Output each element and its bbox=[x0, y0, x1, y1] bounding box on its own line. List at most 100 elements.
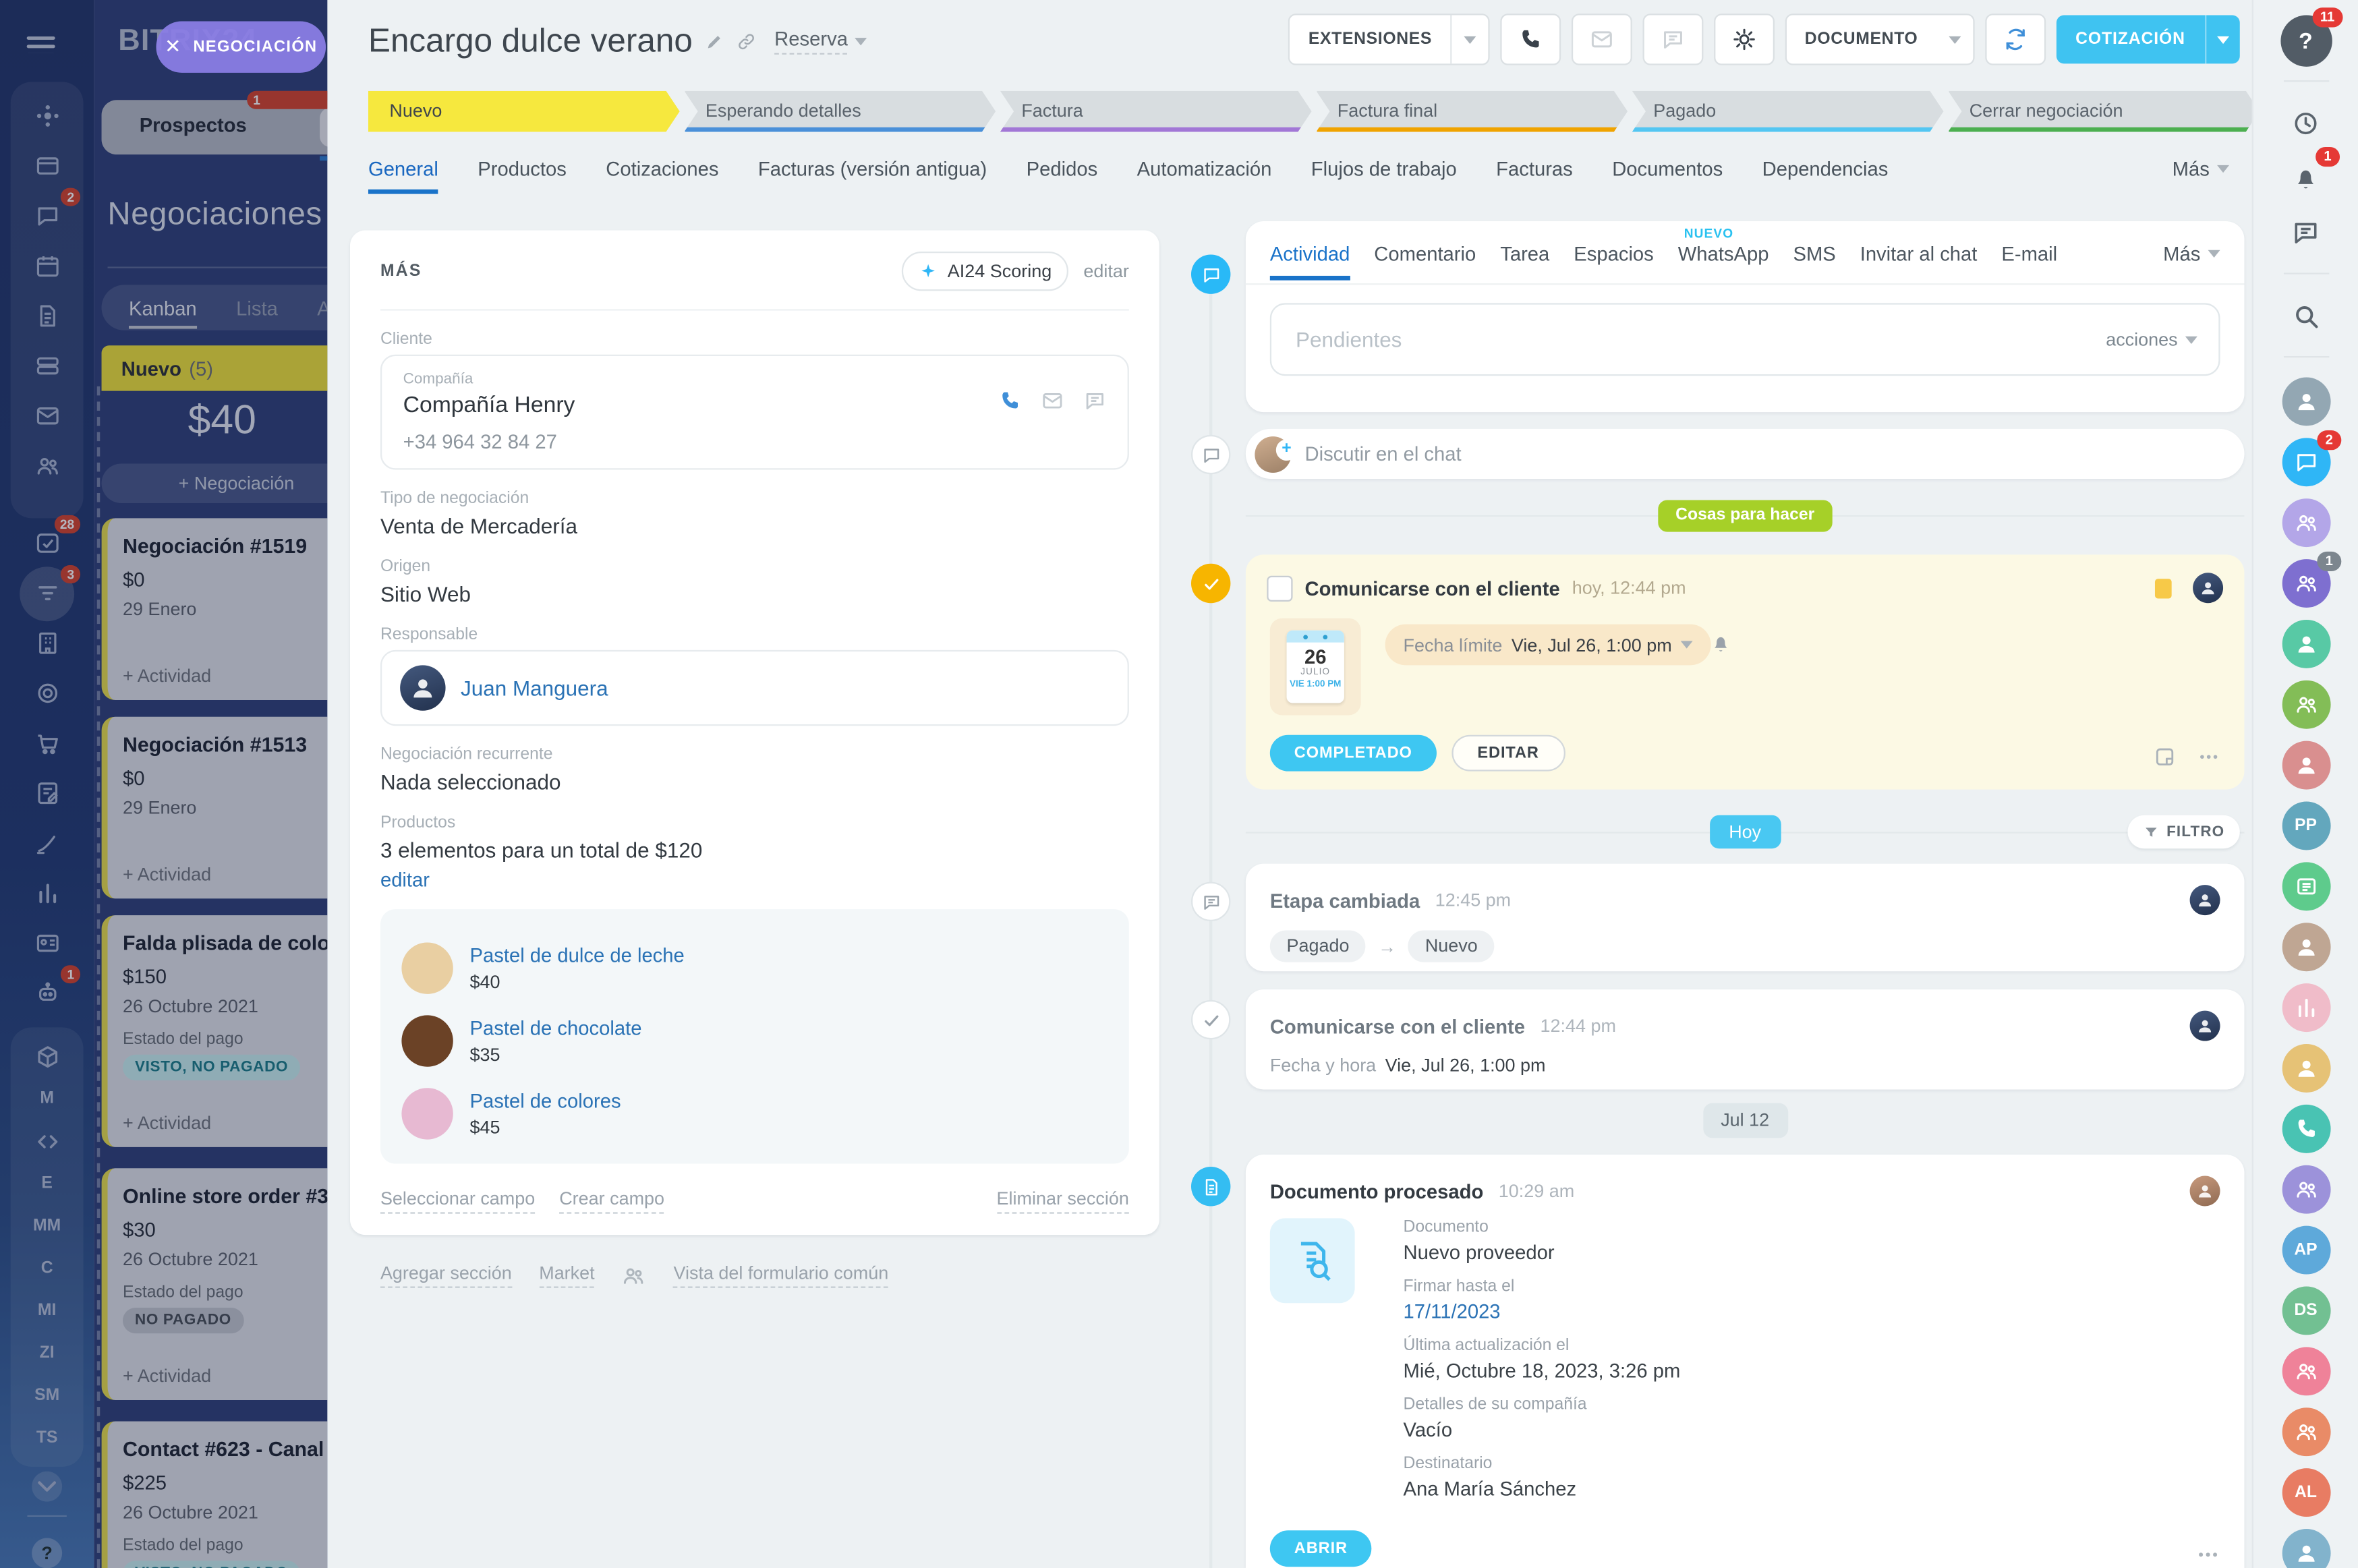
client-mail-icon[interactable] bbox=[1041, 389, 1064, 412]
sidebar-item-copilot[interactable]: 1 bbox=[11, 965, 84, 1018]
responsible-box[interactable]: Juan Manguera bbox=[380, 649, 1129, 726]
sidebar-item-drive[interactable] bbox=[11, 341, 84, 391]
kanban-column-header[interactable]: Nuevo (5) bbox=[101, 345, 328, 391]
common-form-link[interactable]: Vista del formulario común bbox=[673, 1262, 889, 1288]
deal-card[interactable]: Online store order #31 $30 26 Octubre 20… bbox=[101, 1168, 328, 1401]
pending-input[interactable] bbox=[1292, 326, 2106, 353]
more-dots-icon[interactable] bbox=[2197, 745, 2220, 768]
quote-button[interactable]: COTIZACIÓN bbox=[2055, 15, 2240, 64]
group-shortcut[interactable] bbox=[2281, 680, 2330, 729]
history-icon[interactable] bbox=[2283, 100, 2328, 145]
view-tab-kanban[interactable]: Kanban bbox=[128, 296, 197, 328]
sidebar-item-app-sm[interactable]: SM bbox=[34, 1386, 60, 1405]
sidebar-item-devops[interactable] bbox=[11, 1120, 84, 1162]
chat-shortcut[interactable]: 2 bbox=[2281, 430, 2341, 487]
deal-card[interactable]: Contact #623 - Canal Abierto $225 26 Oct… bbox=[101, 1421, 328, 1568]
avatar-initials[interactable]: AL bbox=[2281, 1468, 2330, 1517]
market-link[interactable]: Market bbox=[539, 1262, 595, 1288]
responsible-name[interactable]: Juan Manguera bbox=[461, 676, 608, 701]
add-activity-link[interactable]: + Actividad bbox=[122, 1365, 212, 1387]
sidebar-item-app-mm[interactable]: MM bbox=[33, 1217, 61, 1236]
email-button[interactable] bbox=[1571, 13, 1632, 65]
tab-facturas[interactable]: Facturas bbox=[1496, 157, 1573, 181]
phone-shortcut[interactable] bbox=[2281, 1104, 2330, 1153]
more-dots-icon[interactable] bbox=[2196, 1542, 2220, 1567]
sidebar-item-app-zi[interactable]: ZI bbox=[39, 1343, 55, 1362]
avatar[interactable] bbox=[2281, 1044, 2330, 1093]
tab-facturas-antigua[interactable]: Facturas (versión antigua) bbox=[757, 157, 987, 181]
product-row[interactable]: Pastel de chocolate $35 bbox=[401, 1015, 1108, 1067]
deal-type-value[interactable]: Venta de Mercadería bbox=[380, 513, 577, 538]
actions-dropdown[interactable]: acciones bbox=[2106, 329, 2197, 350]
document-button[interactable]: DOCUMENTO bbox=[1785, 13, 1974, 65]
stage-factura[interactable]: Factura bbox=[1000, 91, 1312, 132]
client-call-icon[interactable] bbox=[999, 389, 1022, 412]
planner-icon[interactable] bbox=[2283, 209, 2328, 254]
tab-mas[interactable]: Más bbox=[2173, 158, 2230, 180]
deal-card[interactable]: Negociación #1513 $0 29 Enero + Activida… bbox=[101, 716, 328, 899]
complete-button[interactable]: COMPLETADO bbox=[1269, 734, 1437, 772]
tab-pedidos[interactable]: Pedidos bbox=[1026, 157, 1098, 181]
company-phone[interactable]: +34 964 32 84 27 bbox=[403, 430, 557, 453]
sidebar-item-mail[interactable] bbox=[11, 391, 84, 441]
avatar[interactable] bbox=[2281, 923, 2330, 972]
product-row[interactable]: Pastel de colores $45 bbox=[401, 1088, 1108, 1140]
ai-scoring-button[interactable]: AI24 Scoring bbox=[902, 251, 1068, 291]
tab-automatizacion[interactable]: Automatización bbox=[1137, 157, 1272, 181]
tab-timeline-mas[interactable]: Más bbox=[2163, 242, 2220, 265]
group-shortcut[interactable] bbox=[2281, 498, 2330, 548]
product-name[interactable]: Pastel de chocolate bbox=[469, 1016, 642, 1040]
edit-section-link[interactable]: editar bbox=[1083, 260, 1129, 282]
tab-flujos[interactable]: Flujos de trabajo bbox=[1311, 157, 1457, 181]
product-name[interactable]: Pastel de dulce de leche bbox=[469, 943, 685, 967]
sidebar-item-docs[interactable] bbox=[11, 291, 84, 341]
stage-cerrar-negociacion[interactable]: Cerrar negociación bbox=[1948, 91, 2260, 132]
add-activity-link[interactable]: + Actividad bbox=[122, 863, 212, 885]
group-shortcut[interactable]: 1 bbox=[2281, 551, 2341, 608]
sidebar-item-team[interactable] bbox=[11, 441, 84, 491]
tab-actividad[interactable]: Actividad bbox=[1269, 242, 1350, 281]
sidebar-item-sales[interactable] bbox=[11, 718, 84, 768]
news-shortcut[interactable] bbox=[2281, 862, 2330, 911]
deal-card[interactable]: Negociación #1519 $0 29 Enero + Activida… bbox=[101, 518, 328, 701]
avatar-initials[interactable]: DS bbox=[2281, 1286, 2330, 1335]
sidebar-item-sites[interactable] bbox=[11, 141, 84, 191]
copy-link-icon[interactable] bbox=[737, 31, 756, 51]
open-document-button[interactable]: ABRIR bbox=[1269, 1530, 1372, 1567]
add-activity-link[interactable]: + Actividad bbox=[122, 1112, 212, 1134]
deal-card[interactable]: Falda plisada de color negro $150 26 Oct… bbox=[101, 915, 328, 1147]
sidebar-expand-chevron-icon[interactable] bbox=[11, 1461, 84, 1511]
today-badge[interactable]: Hoy bbox=[1709, 815, 1781, 849]
tab-tarea[interactable]: Tarea bbox=[1500, 242, 1550, 266]
close-icon[interactable]: ✕ bbox=[165, 34, 181, 58]
tab-comentario[interactable]: Comentario bbox=[1374, 242, 1476, 266]
client-chat-icon[interactable] bbox=[1083, 389, 1106, 412]
task-title[interactable]: Comunicarse con el cliente bbox=[1304, 576, 1560, 600]
tab-cotizaciones[interactable]: Cotizaciones bbox=[606, 157, 719, 181]
tab-email[interactable]: E-mail bbox=[2001, 242, 2058, 266]
tab-whatsapp[interactable]: NUEVO WhatsApp bbox=[1677, 225, 1769, 266]
tab-productos[interactable]: Productos bbox=[478, 157, 567, 181]
add-deal-button[interactable]: + Negociación bbox=[101, 463, 328, 503]
avatar[interactable] bbox=[2281, 741, 2330, 790]
sidebar-item-analytics[interactable] bbox=[11, 868, 84, 918]
funnel-selector[interactable]: Reserva bbox=[774, 27, 868, 55]
product-row[interactable]: Pastel de dulce de leche $40 bbox=[401, 942, 1108, 994]
sidebar-item-messenger[interactable]: 2 bbox=[11, 187, 84, 241]
edit-products-link[interactable]: editar bbox=[380, 868, 430, 892]
tab-sms[interactable]: SMS bbox=[1793, 242, 1836, 266]
deadline-dropdown[interactable]: Fecha límite Vie, Jul 26, 1:00 pm bbox=[1385, 624, 1712, 666]
avatar[interactable] bbox=[2281, 983, 2330, 1033]
chat-button[interactable] bbox=[1642, 13, 1704, 65]
stage-factura-final[interactable]: Factura final bbox=[1316, 91, 1628, 132]
search-icon[interactable] bbox=[2283, 293, 2328, 338]
sidebar-item-app-mi[interactable]: MI bbox=[37, 1302, 57, 1320]
tab-invitar[interactable]: Invitar al chat bbox=[1860, 242, 1978, 266]
add-section-link[interactable]: Agregar sección bbox=[380, 1262, 512, 1288]
avatar-initials[interactable]: AP bbox=[2281, 1225, 2330, 1275]
sidebar-item-marketing[interactable] bbox=[11, 668, 84, 718]
filter-button[interactable]: FILTRO bbox=[2127, 815, 2240, 849]
sidebar-item-app-m[interactable]: M bbox=[40, 1089, 54, 1108]
view-tab-actividades[interactable]: Actividades bbox=[317, 296, 327, 319]
avatar[interactable] bbox=[2281, 377, 2330, 426]
